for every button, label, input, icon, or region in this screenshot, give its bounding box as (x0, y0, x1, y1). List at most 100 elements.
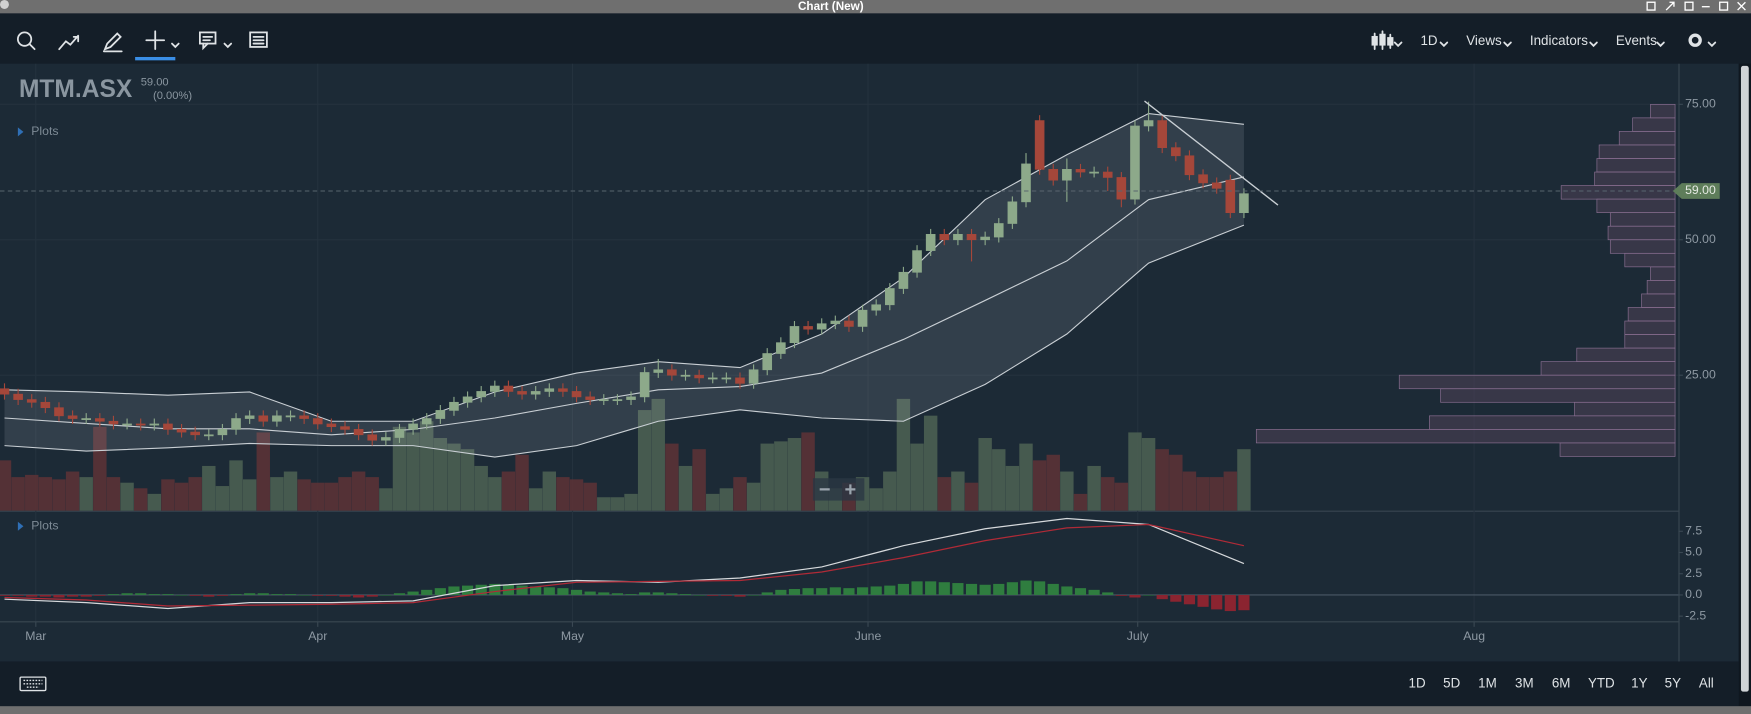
volume-bar (992, 449, 1006, 511)
volume-bar (978, 438, 992, 511)
macd-histogram-bar (1224, 594, 1236, 612)
volume-profile-bar (1646, 280, 1676, 295)
candle-body (1239, 193, 1249, 214)
macd-histogram-bar (979, 584, 991, 595)
volume-profile-bar (1632, 117, 1676, 132)
volume-bar (52, 479, 66, 511)
candle-body (1116, 177, 1127, 200)
candle-body (1130, 125, 1140, 200)
volume-bar (651, 398, 665, 511)
macd-histogram-bar (761, 592, 773, 595)
plots-toggle[interactable] (17, 127, 24, 137)
y-tick-label: 0.0 (1685, 587, 1702, 601)
macd-histogram-bar (475, 584, 487, 595)
macd-histogram-bar (993, 583, 1005, 595)
volume-profile-bar (1574, 401, 1676, 417)
volume-bar (365, 477, 379, 511)
x-tick-label: Aug (1463, 629, 1485, 643)
x-tick-label: May (561, 629, 585, 643)
macd-histogram-bar (312, 594, 324, 596)
toolbar (0, 13, 1751, 64)
macd-histogram-bar (1074, 588, 1087, 595)
last-price-label: 59.00 (1685, 183, 1716, 197)
active-tool-underline (135, 56, 176, 61)
volume-bar (1141, 438, 1156, 511)
price-change: (0.00%) (153, 90, 192, 102)
macd-histogram-bar (748, 594, 760, 596)
volume-bar (556, 477, 570, 511)
volume-bar (678, 465, 693, 511)
range-button[interactable]: 5Y (1665, 675, 1681, 690)
macd-histogram-bar (353, 594, 365, 598)
y-tick-label: 75.00 (1685, 97, 1716, 111)
candle-body (789, 326, 800, 344)
plots-label[interactable]: Plots (31, 519, 58, 533)
volume-profile-bar (1627, 307, 1676, 322)
range-button[interactable]: 5D (1443, 675, 1460, 690)
macd-histogram-bar (257, 593, 269, 595)
macd-histogram-bar (911, 581, 923, 595)
range-button[interactable]: YTD (1588, 675, 1615, 690)
volume-bar (120, 482, 134, 511)
range-button[interactable]: 6M (1552, 675, 1571, 690)
plots-label[interactable]: Plots (31, 124, 58, 138)
volume-bar (760, 443, 774, 511)
candle-body (54, 407, 64, 417)
macd-histogram-bar (598, 592, 610, 595)
candle-body (95, 418, 105, 422)
candle-body (1075, 168, 1086, 173)
plots-toggle[interactable] (17, 521, 24, 531)
indicators-menu[interactable]: Indicators (1530, 33, 1588, 48)
macd-histogram-bar (1183, 594, 1196, 605)
window-controls[interactable] (1646, 1, 1746, 11)
macd-histogram-bar (393, 593, 406, 595)
volume-bar (1114, 482, 1129, 511)
candle-body (857, 309, 868, 327)
macd-histogram-bar (925, 581, 937, 595)
candle-body (816, 323, 827, 330)
range-button[interactable]: 3M (1515, 675, 1534, 690)
candle-body (980, 236, 990, 241)
events-menu[interactable]: Events (1616, 33, 1657, 48)
volume-bar (147, 493, 162, 511)
range-button[interactable]: All (1699, 675, 1714, 690)
macd-histogram-bar (965, 583, 978, 595)
toolbar-icons[interactable] (16, 30, 1717, 53)
volume-bar (447, 443, 461, 511)
macd-histogram-bar (666, 593, 678, 595)
views-menu[interactable]: Views (1466, 33, 1502, 48)
volume-bar (610, 497, 625, 511)
range-button[interactable]: 1Y (1631, 675, 1647, 690)
macd-histogram-bar (720, 594, 732, 596)
volume-profile-bar (1650, 103, 1676, 119)
macd-histogram-bar (189, 594, 201, 596)
volume-bar (1019, 443, 1033, 511)
scrollbar-thumb[interactable] (1740, 65, 1749, 692)
keyboard-icon[interactable] (19, 676, 47, 692)
macd-histogram-bar (26, 594, 38, 597)
interval-menu[interactable]: 1D (1420, 33, 1437, 48)
macd-histogram-bar (557, 588, 569, 595)
candle-body (231, 418, 241, 430)
volume-bar (597, 497, 611, 511)
macd-histogram-bar (734, 594, 746, 597)
candle-body (667, 369, 677, 376)
volume-bar (569, 479, 584, 511)
macd-histogram-bar (1088, 589, 1100, 595)
candle-body (721, 377, 732, 380)
volume-profile-bar (1560, 185, 1676, 200)
candle-body (1143, 120, 1154, 127)
volume-bar (896, 398, 911, 511)
macd-histogram-bar (775, 589, 787, 595)
volume-bar (0, 460, 12, 511)
zoom-control[interactable] (812, 478, 865, 501)
macd-histogram-bar (230, 594, 242, 595)
candle-body (912, 250, 922, 273)
macd-histogram-bar (897, 583, 910, 595)
range-button[interactable]: 1M (1478, 675, 1497, 690)
trend-line (1144, 100, 1279, 206)
macd-histogram-bar (938, 582, 950, 595)
candle-body (966, 234, 977, 241)
range-button[interactable]: 1D (1409, 675, 1426, 690)
macd-line (4, 523, 1245, 607)
